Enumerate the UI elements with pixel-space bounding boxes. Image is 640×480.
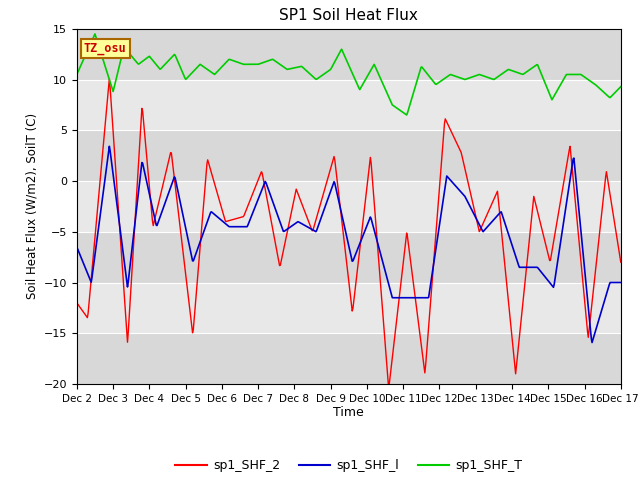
Y-axis label: Soil Heat Flux (W/m2), SoilT (C): Soil Heat Flux (W/m2), SoilT (C) [25,113,38,300]
sp1_SHF_l [431,249,439,255]
sp1_SHF_2 [433,227,440,233]
sp1_SHF_T [617,84,625,90]
sp1_SHF_T [223,58,231,64]
sp1_SHF_T [140,58,147,63]
Line: sp1_SHF_l: sp1_SHF_l [77,146,621,343]
sp1_SHF_2 [385,384,392,390]
Bar [77,130,621,181]
sp1_SHF_l [588,340,596,346]
Line: sp1_SHF_T: sp1_SHF_T [77,34,621,115]
sp1_SHF_2 [73,300,81,306]
Bar [77,283,621,333]
sp1_SHF_T [73,72,81,77]
Bar [77,80,621,130]
Bar [77,181,621,232]
sp1_SHF_l [223,222,231,228]
Bar [77,333,621,384]
sp1_SHF_2 [223,218,231,224]
sp1_SHF_2 [106,76,113,82]
Bar [77,29,621,80]
sp1_SHF_2 [83,314,90,320]
sp1_SHF_l [106,144,113,149]
sp1_SHF_2 [417,335,424,340]
Title: SP1 Soil Heat Flux: SP1 Soil Heat Flux [280,9,418,24]
sp1_SHF_l [416,295,424,300]
sp1_SHF_T [433,82,440,87]
sp1_SHF_l [73,244,81,250]
sp1_SHF_T [91,31,99,37]
Line: sp1_SHF_2: sp1_SHF_2 [77,79,621,387]
sp1_SHF_l [617,280,625,286]
sp1_SHF_T [83,49,90,55]
sp1_SHF_l [83,268,90,274]
sp1_SHF_T [403,112,410,118]
sp1_SHF_l [140,164,147,169]
sp1_SHF_T [195,63,202,69]
X-axis label: Time: Time [333,407,364,420]
sp1_SHF_2 [140,117,147,122]
sp1_SHF_T [417,67,424,72]
sp1_SHF_2 [617,259,625,265]
sp1_SHF_l [195,243,202,249]
sp1_SHF_2 [195,262,202,268]
Text: TZ_osu: TZ_osu [84,42,127,55]
Legend: sp1_SHF_2, sp1_SHF_l, sp1_SHF_T: sp1_SHF_2, sp1_SHF_l, sp1_SHF_T [170,454,527,477]
Bar [77,232,621,283]
